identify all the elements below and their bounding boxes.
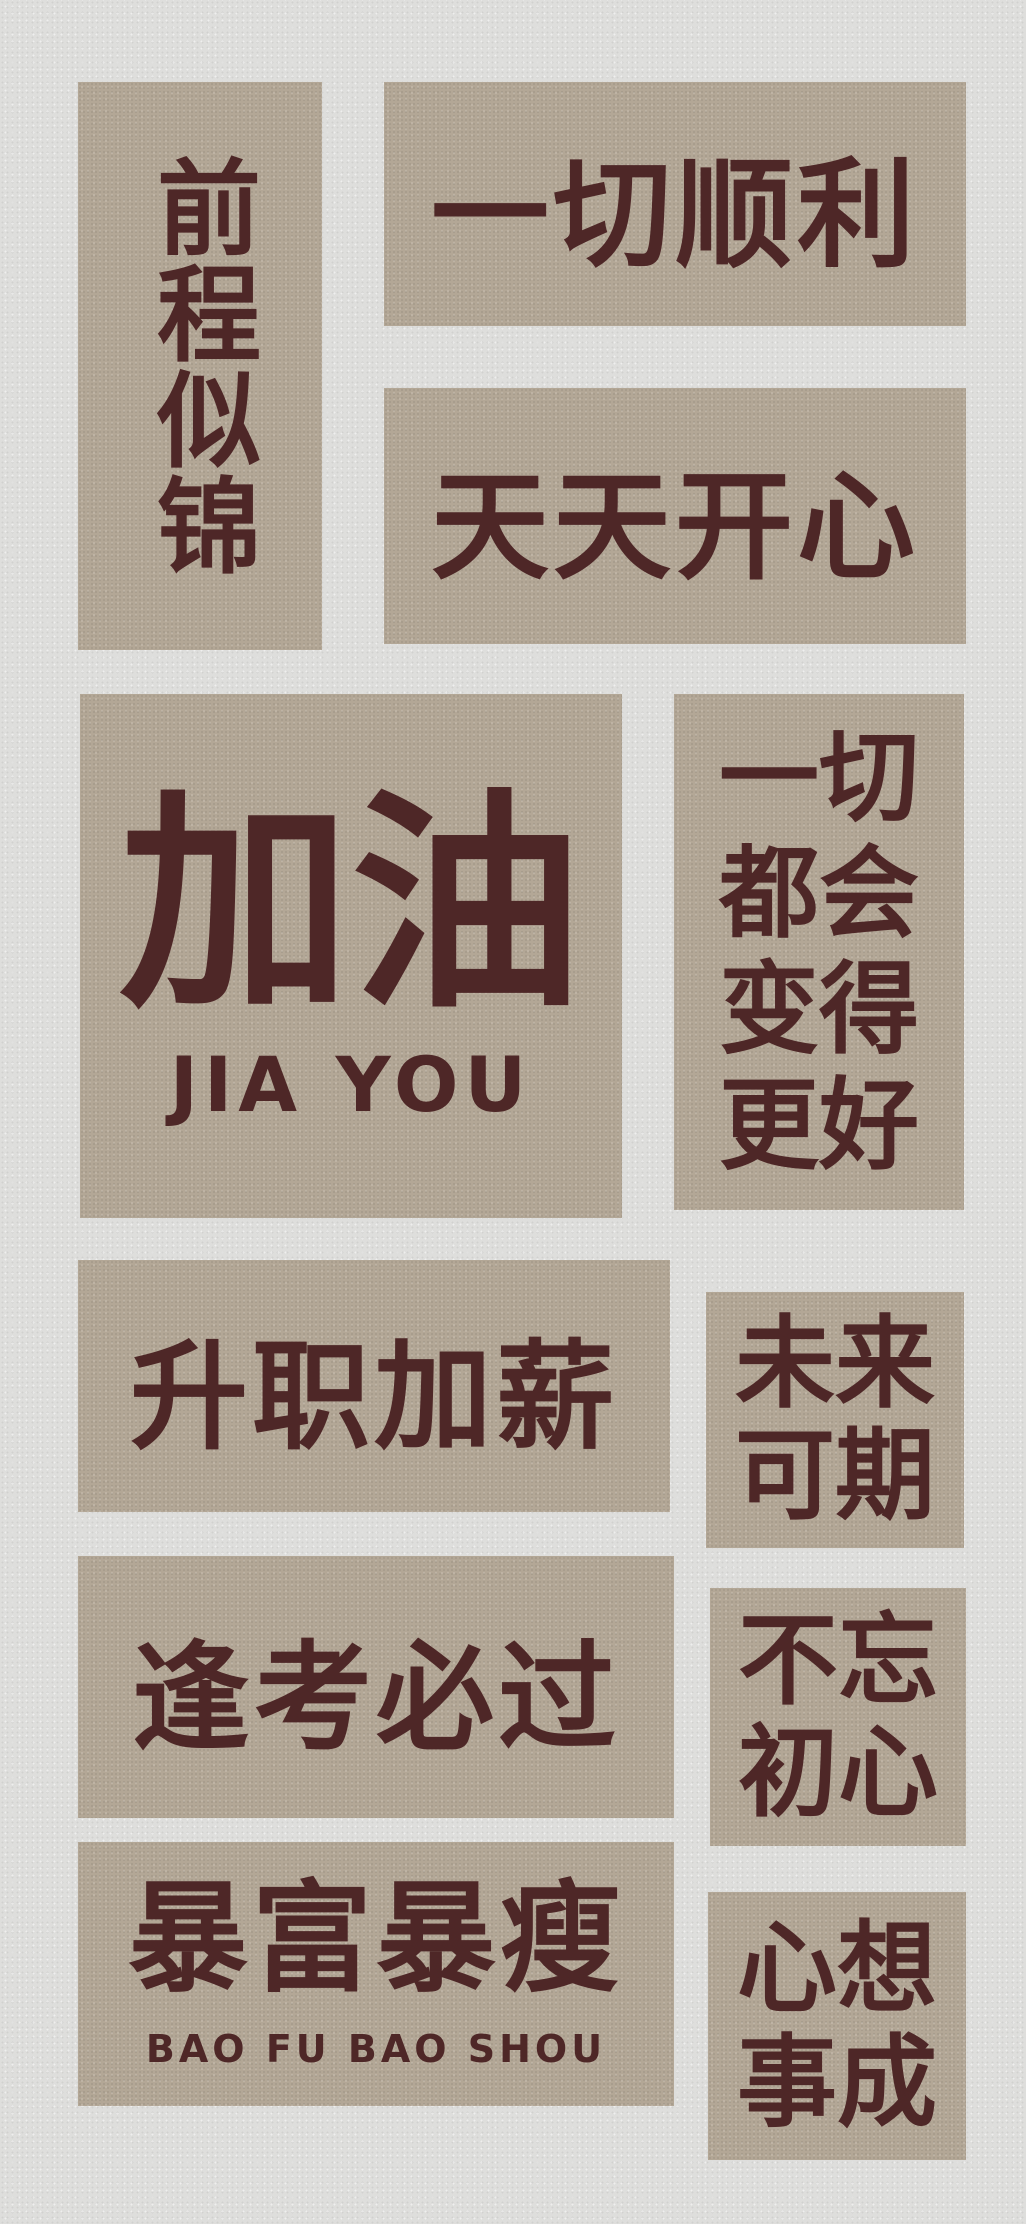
text-yi-qie-shun-li: 一切顺利 <box>430 145 919 284</box>
char-5: 变 <box>719 951 819 1068</box>
char-6: 得 <box>819 951 919 1068</box>
tile-bao-fu-bao-shou: 暴富暴瘦 BAO FU BAO SHOU <box>78 1842 674 2106</box>
tile-xin-xiang-shi-cheng: 心 想 事 成 <box>708 1892 966 2160</box>
text-jia-you: 加油 <box>118 770 583 1040</box>
tile-yi-qie-shun-li: 一切顺利 <box>384 82 966 326</box>
char-shi: 事 <box>737 2024 837 2141</box>
char-7: 更 <box>719 1067 819 1184</box>
char-wei: 未 <box>735 1305 835 1422</box>
text-jia-you-roman: JIA YOU <box>169 1040 533 1129</box>
char-3: 都 <box>719 835 819 952</box>
char-qi: 期 <box>835 1417 935 1534</box>
text-tian-tian-kai-xin: 天天开心 <box>430 457 919 596</box>
char-xiang: 想 <box>837 1910 937 2027</box>
char-wang: 忘 <box>838 1602 938 1719</box>
char-xin2: 心 <box>737 1910 837 2027</box>
char-ke: 可 <box>735 1417 835 1534</box>
tile-jia-you: 加油 JIA YOU <box>80 694 622 1218</box>
tile-bu-wang-chu-xin: 不 忘 初 心 <box>710 1588 966 1846</box>
text-bao-fu-roman: BAO FU BAO SHOU <box>145 2027 607 2071</box>
tile-yi-qie-dou-hui-bian-de-geng-hao: 一 切 都 会 变 得 更 好 <box>674 694 964 1210</box>
tile-wei-lai-ke-qi: 未 来 可 期 <box>706 1292 964 1548</box>
tile-feng-kao-bi-guo: 逢考必过 <box>78 1556 674 1818</box>
text-qian-cheng-si-jin: 前程似锦 <box>138 154 261 578</box>
char-cheng: 成 <box>837 2024 937 2141</box>
char-8: 好 <box>819 1067 919 1184</box>
char-bu: 不 <box>738 1602 838 1719</box>
tile-sheng-zhi-jia-xin: 升职加薪 <box>78 1260 670 1512</box>
text-bao-fu-bao-shou: 暴富暴瘦 <box>128 1870 624 2009</box>
text-sheng-zhi-jia-xin: 升职加薪 <box>129 1327 618 1466</box>
char-2: 切 <box>819 719 919 836</box>
char-4: 会 <box>819 835 919 952</box>
tile-qian-cheng-si-jin: 前程似锦 <box>78 82 322 650</box>
char-lai: 来 <box>835 1305 935 1422</box>
char-1: 一 <box>719 719 819 836</box>
char-xin: 心 <box>838 1714 938 1831</box>
tile-tian-tian-kai-xin: 天天开心 <box>384 388 966 644</box>
char-chu: 初 <box>738 1714 838 1831</box>
text-feng-kao-bi-guo: 逢考必过 <box>131 1628 620 1767</box>
